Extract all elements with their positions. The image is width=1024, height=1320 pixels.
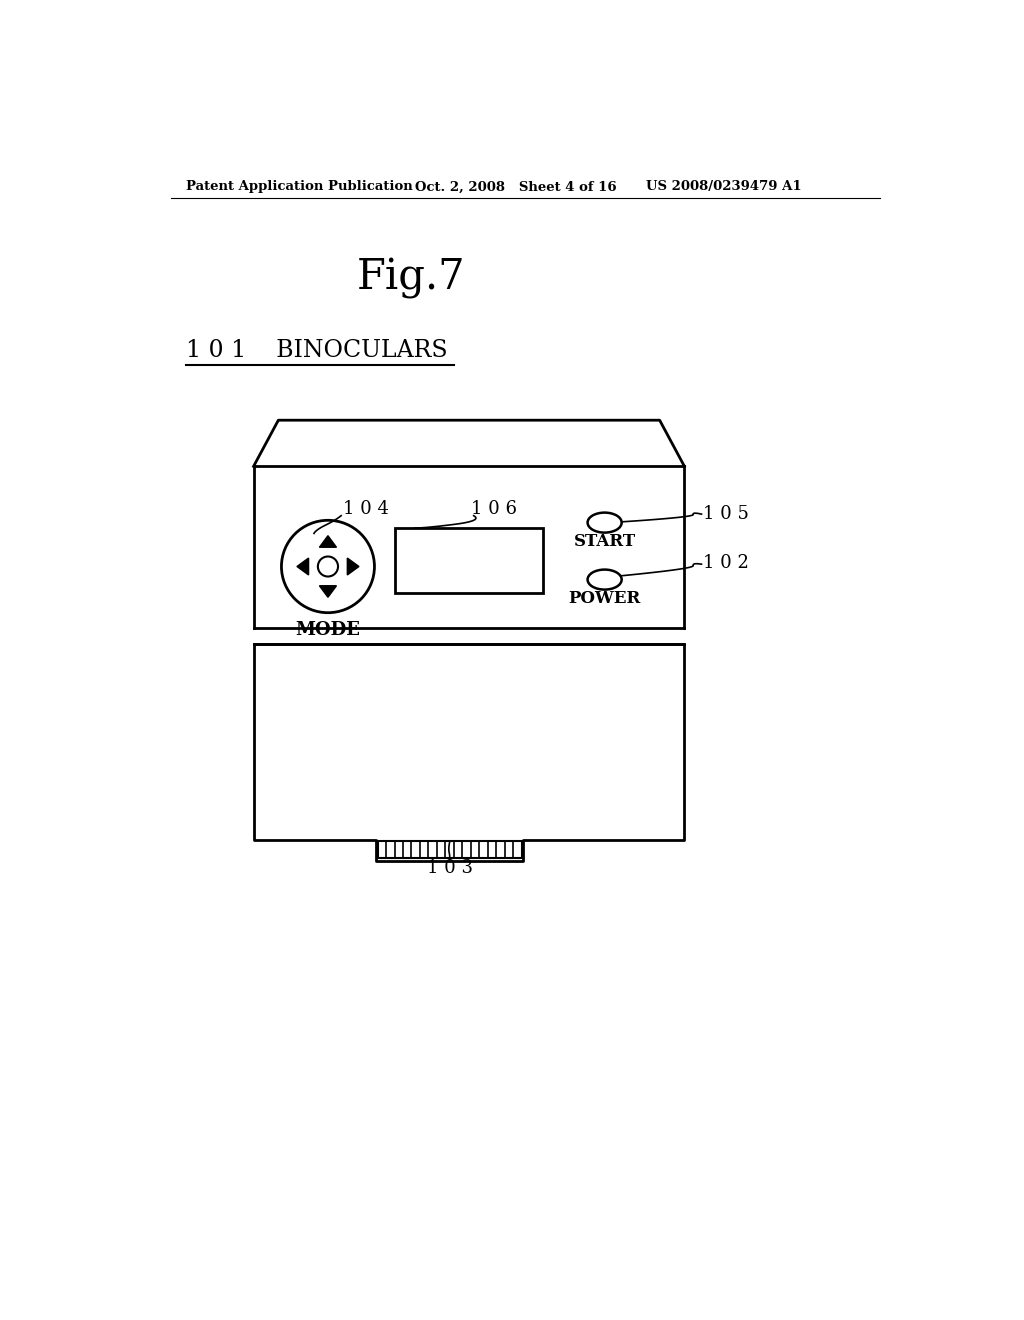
Text: 1 0 2: 1 0 2 (703, 553, 749, 572)
Ellipse shape (588, 570, 622, 590)
Text: POWER: POWER (568, 590, 641, 607)
Text: 1 0 4: 1 0 4 (343, 500, 389, 517)
Text: 1 0 3: 1 0 3 (427, 859, 473, 878)
Polygon shape (254, 644, 684, 862)
Ellipse shape (317, 557, 338, 577)
Text: 1 0 6: 1 0 6 (471, 500, 516, 517)
Text: Oct. 2, 2008   Sheet 4 of 16: Oct. 2, 2008 Sheet 4 of 16 (415, 181, 616, 194)
Polygon shape (319, 536, 337, 548)
Polygon shape (297, 558, 308, 576)
Text: START: START (573, 533, 636, 550)
Text: US 2008/0239479 A1: US 2008/0239479 A1 (646, 181, 802, 194)
Polygon shape (254, 420, 684, 466)
Text: Patent Application Publication: Patent Application Publication (186, 181, 413, 194)
Text: 1 0 1    BINOCULARS: 1 0 1 BINOCULARS (186, 339, 447, 363)
Ellipse shape (588, 512, 622, 533)
Bar (395, 528, 543, 594)
Text: 1 0 5: 1 0 5 (703, 506, 749, 523)
Bar (378, 841, 521, 858)
Polygon shape (254, 466, 684, 628)
Polygon shape (319, 586, 337, 598)
Polygon shape (347, 558, 359, 576)
Ellipse shape (282, 520, 375, 612)
Polygon shape (254, 628, 684, 644)
Text: MODE: MODE (296, 620, 360, 639)
Text: Fig.7: Fig.7 (356, 257, 465, 298)
